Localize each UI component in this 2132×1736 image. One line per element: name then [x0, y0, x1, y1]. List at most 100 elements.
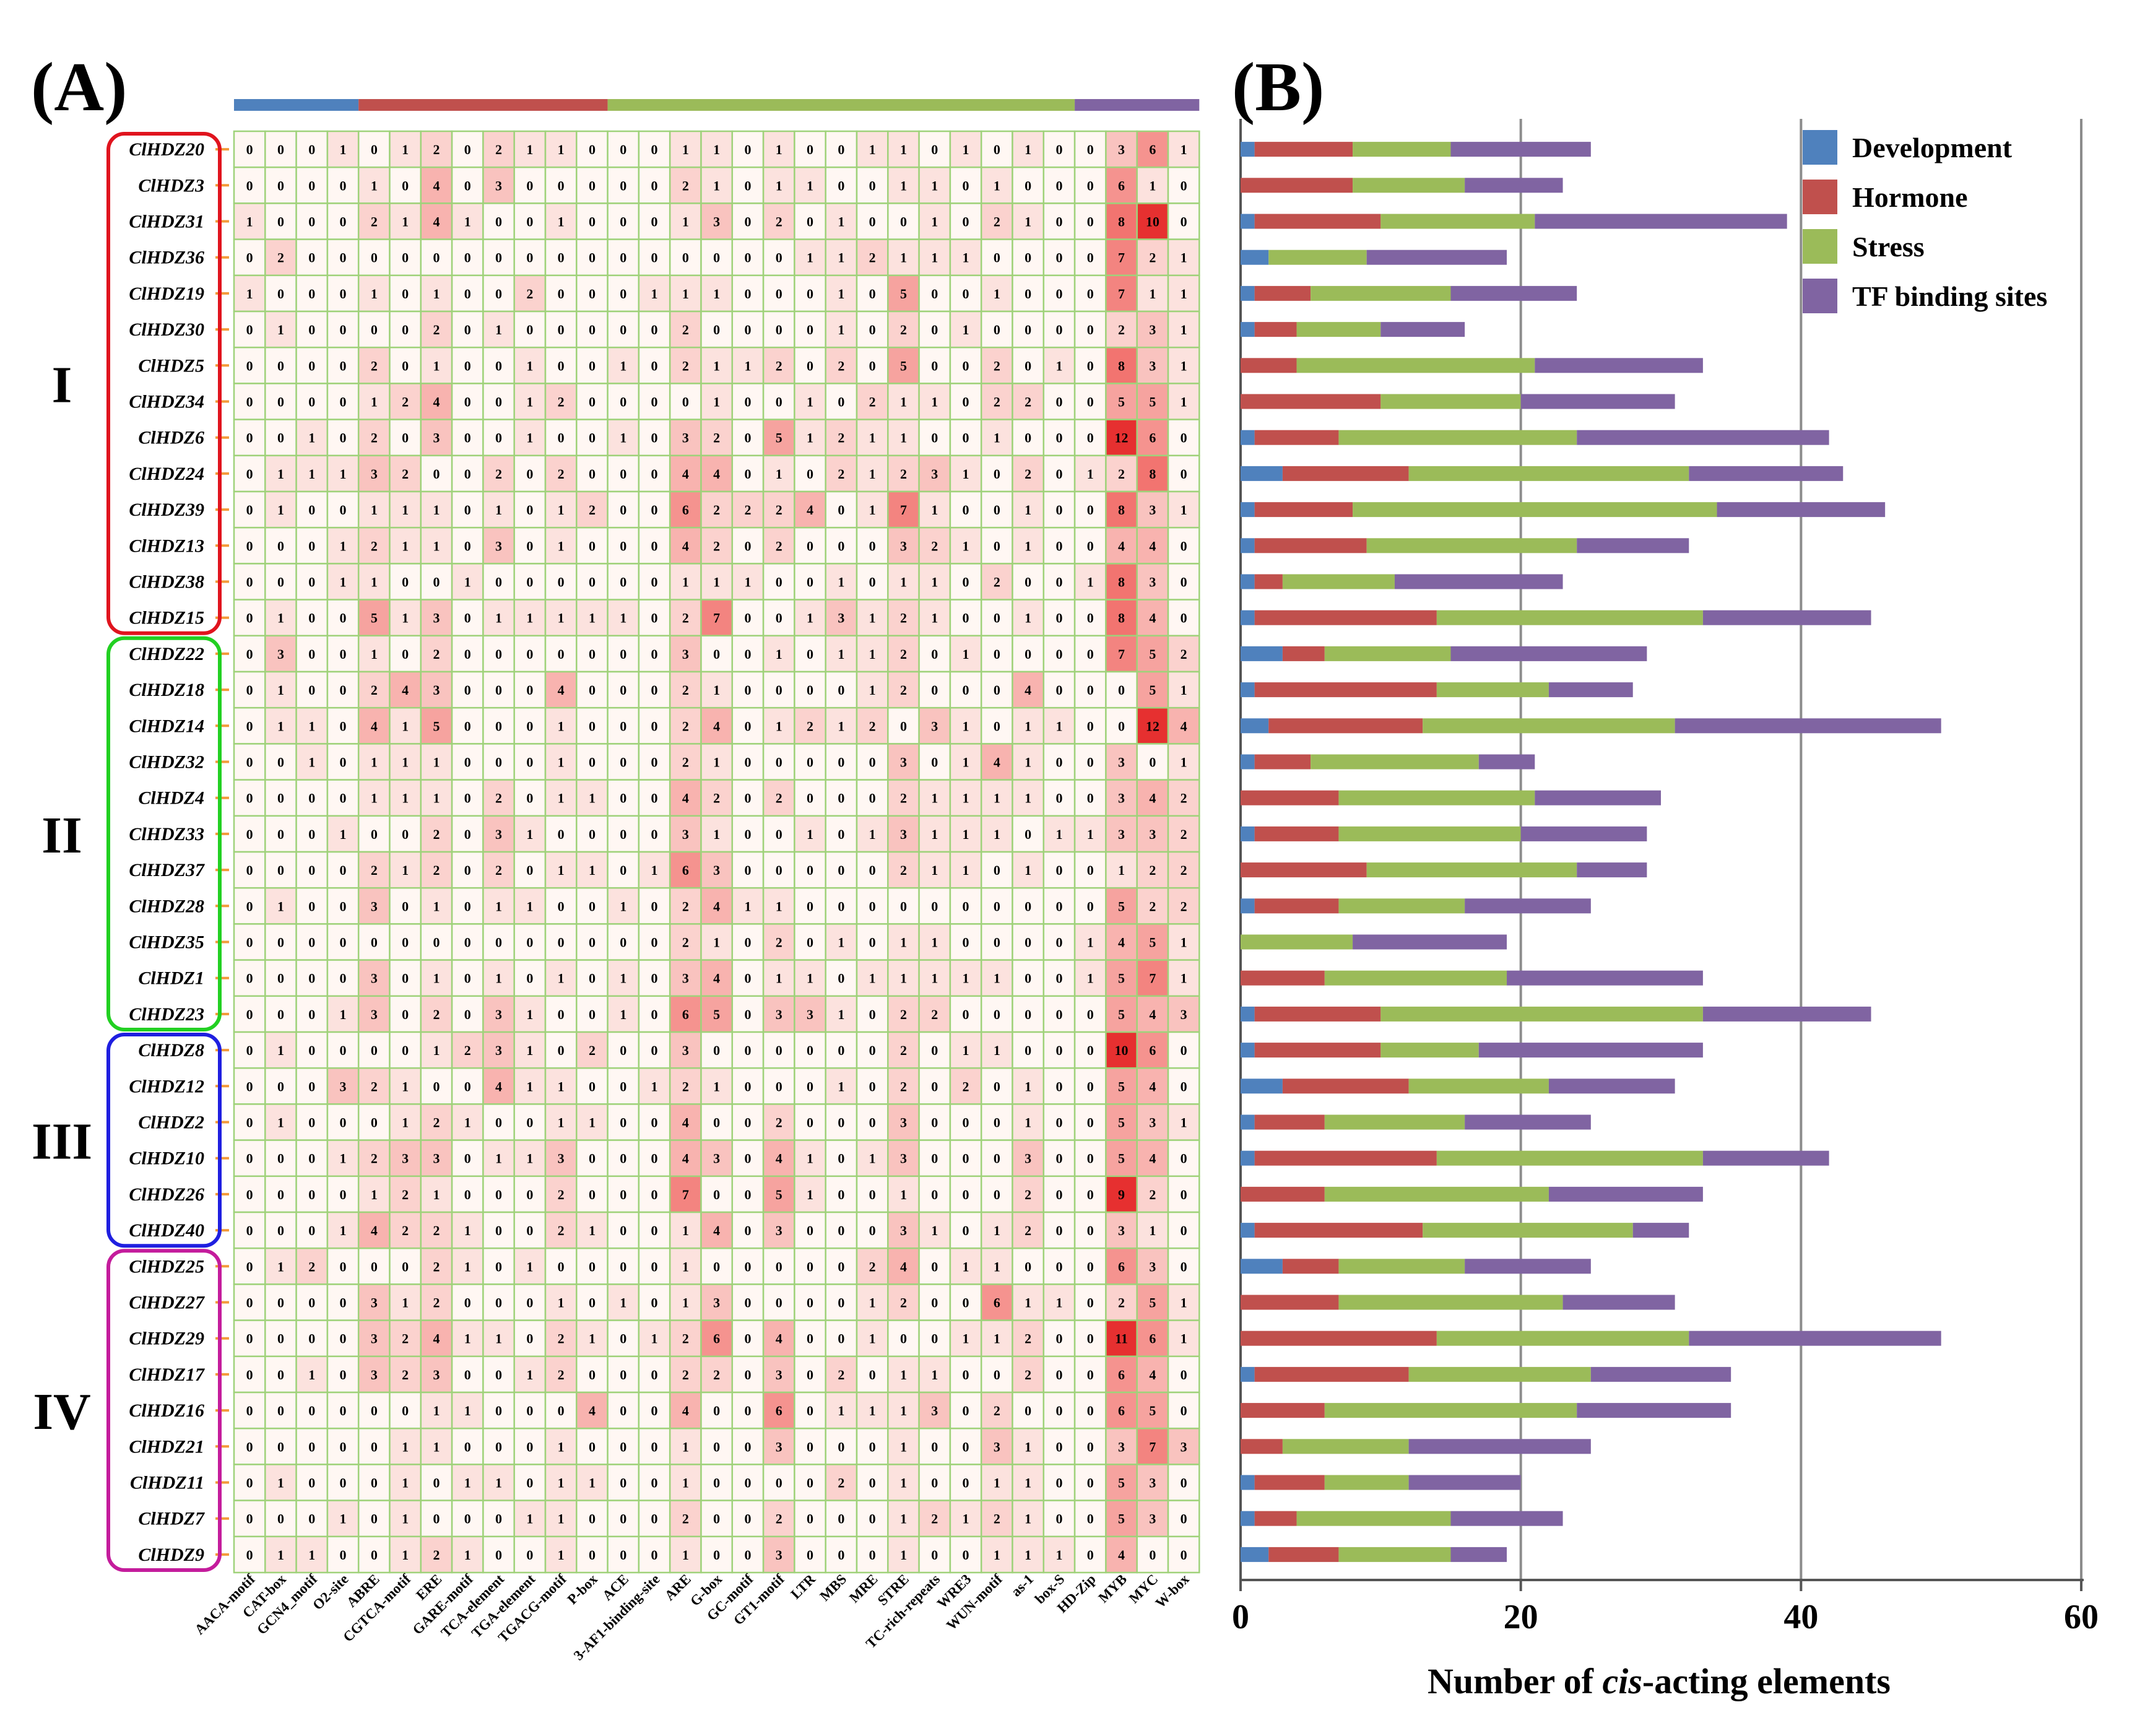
heatmap-cell: [1012, 1535, 1045, 1574]
bar-segment: [1241, 430, 1255, 445]
heatmap-cell: [389, 1319, 422, 1358]
heatmap-cell-value: 3: [776, 1007, 782, 1022]
heatmap-cell-value: 3: [1149, 1115, 1156, 1131]
heatmap-cell-value: 2: [402, 1223, 409, 1238]
heatmap-cell: [326, 1535, 360, 1574]
heatmap-cell-value: 0: [246, 358, 253, 373]
heatmap-cell: [389, 1139, 422, 1178]
heatmap-cell-value: 0: [651, 646, 658, 662]
heatmap-cell: [887, 599, 920, 637]
heatmap-cell-value: 0: [776, 682, 782, 698]
heatmap-cell-value: 1: [651, 1078, 658, 1094]
heatmap-cell-value: 0: [1181, 1475, 1187, 1491]
heatmap-cell: [825, 923, 858, 961]
heatmap-cell-value: 0: [1181, 1547, 1187, 1563]
heatmap-cell: [762, 779, 795, 817]
heatmap-cell-value: 0: [869, 1078, 876, 1094]
heatmap-cell: [1167, 1067, 1200, 1105]
heatmap-cell-value: 2: [869, 718, 876, 734]
x-axis-label: Number of cis-acting elements: [1428, 1661, 1891, 1701]
heatmap-cell-value: 1: [1181, 755, 1187, 770]
bar-segment: [1241, 250, 1269, 265]
heatmap-cell-value: 0: [246, 394, 253, 410]
heatmap-cell-value: 1: [558, 610, 565, 626]
heatmap-cell-value: 3: [838, 610, 844, 626]
heatmap-cell: [638, 1391, 671, 1430]
bar-segment: [1241, 1259, 1283, 1274]
heatmap-cell-value: 0: [620, 1367, 626, 1382]
heatmap-cell: [1042, 563, 1076, 601]
heatmap-cell: [794, 887, 826, 925]
heatmap-cell-value: 0: [402, 1007, 409, 1022]
heatmap-cell: [607, 1355, 640, 1394]
heatmap-cell-value: 1: [402, 1547, 409, 1563]
heatmap-cell-value: 0: [744, 646, 751, 662]
heatmap-cell-value: 3: [433, 1367, 440, 1382]
heatmap-cell-value: 3: [402, 1151, 409, 1166]
heatmap-cell: [357, 202, 391, 240]
bar-segment: [1436, 1330, 1689, 1346]
heatmap-cell-value: 0: [589, 1511, 596, 1527]
heatmap-cell-value: 0: [1055, 250, 1062, 266]
bar-segment: [1254, 142, 1353, 157]
heatmap-cell-value: 0: [495, 1295, 502, 1311]
heatmap-cell-value: 1: [1025, 1078, 1031, 1094]
heatmap-cell-value: 0: [246, 791, 253, 806]
heatmap-cell-value: 1: [1025, 1115, 1031, 1131]
heatmap-cell: [233, 887, 266, 925]
heatmap-cell-value: 1: [1025, 1511, 1031, 1527]
heatmap-cell-value: 1: [340, 466, 347, 482]
heatmap-cell: [389, 635, 422, 673]
heatmap-cell: [513, 743, 547, 781]
heatmap-cell-value: 1: [1087, 971, 1094, 986]
heatmap-cell-value: 1: [589, 610, 596, 626]
heatmap-cell-value: 1: [558, 1115, 565, 1131]
heatmap-cell-value: 1: [963, 755, 969, 770]
heatmap-cell-value: 0: [526, 862, 533, 878]
heatmap-cell-value: 1: [464, 1259, 471, 1274]
heatmap-cell-value: 0: [246, 935, 253, 950]
row-label: ClHDZ22: [129, 644, 204, 664]
heatmap-cell-value: 2: [1025, 466, 1031, 482]
heatmap-cell: [357, 1067, 391, 1105]
heatmap-cell-value: 0: [744, 755, 751, 770]
heatmap-cell-value: 0: [994, 466, 1000, 482]
heatmap-cell-value: 2: [526, 286, 533, 302]
heatmap-cell-value: 1: [558, 755, 565, 770]
heatmap-cell-value: 1: [682, 1475, 689, 1491]
heatmap-cell: [544, 706, 578, 745]
heatmap-cell: [980, 671, 1013, 709]
heatmap-cell-value: 0: [277, 575, 284, 590]
heatmap-cell-value: 0: [620, 1475, 626, 1491]
heatmap-cell-value: 0: [526, 1475, 533, 1491]
heatmap-cell-value: 2: [402, 1331, 409, 1347]
heatmap-cell-value: 0: [308, 394, 315, 410]
heatmap-cell: [638, 346, 671, 384]
heatmap-cell: [513, 1175, 547, 1213]
heatmap-cell: [731, 815, 765, 853]
bar-segment: [1241, 538, 1255, 553]
row-label: ClHDZ30: [129, 319, 204, 340]
bar-segment: [1241, 1043, 1255, 1058]
heatmap-cell-value: 0: [744, 1115, 751, 1131]
heatmap-cell-value: 0: [1087, 394, 1094, 410]
heatmap-cell-value: 0: [869, 862, 876, 878]
heatmap-cell-value: 0: [963, 394, 969, 410]
heatmap-cell: [420, 815, 453, 853]
heatmap-cell: [1105, 995, 1138, 1033]
heatmap-cell-value: 3: [776, 1547, 782, 1563]
row-label: ClHDZ39: [129, 500, 204, 520]
heatmap-cell-value: 2: [1025, 394, 1031, 410]
heatmap-cell-value: 2: [776, 502, 782, 518]
row-label: ClHDZ3: [138, 175, 204, 196]
heatmap-cell-value: 0: [308, 286, 315, 302]
heatmap-cell-value: 0: [1087, 286, 1094, 302]
heatmap-cell-value: 0: [589, 1367, 596, 1382]
heatmap-cell: [607, 1103, 640, 1141]
heatmap-cell: [295, 238, 329, 277]
heatmap-cell-value: 0: [620, 538, 626, 553]
heatmap-cell-value: 1: [838, 935, 844, 950]
heatmap-cell: [856, 1464, 889, 1501]
heatmap-cell-value: 0: [744, 250, 751, 266]
heatmap-cell-value: 0: [246, 1547, 253, 1563]
